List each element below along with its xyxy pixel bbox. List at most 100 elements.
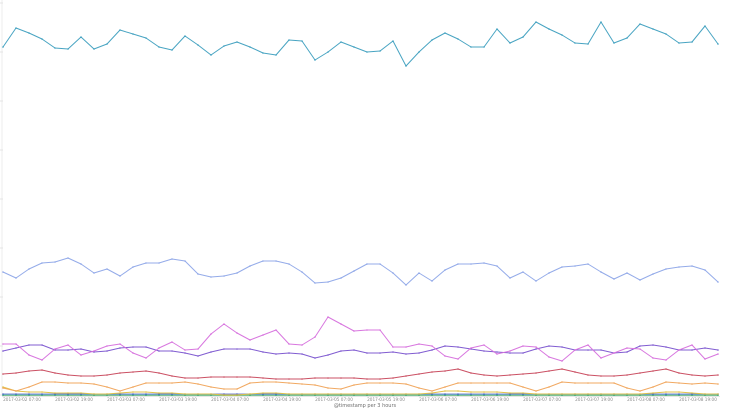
data-point[interactable] [67,344,69,346]
data-point[interactable] [184,35,186,37]
data-point[interactable] [210,351,212,353]
data-point[interactable] [509,374,511,376]
data-point[interactable] [418,387,420,389]
data-point[interactable] [158,350,160,352]
data-point[interactable] [132,371,134,373]
data-point[interactable] [145,370,147,372]
data-point[interactable] [145,262,147,264]
data-point[interactable] [470,391,472,393]
data-point[interactable] [522,345,524,347]
data-point[interactable] [340,323,342,325]
data-point[interactable] [561,34,563,36]
data-point[interactable] [223,348,225,350]
data-point[interactable] [652,28,654,30]
data-point[interactable] [119,343,121,345]
data-point[interactable] [41,393,43,395]
data-point[interactable] [626,37,628,39]
data-point[interactable] [600,375,602,377]
data-point[interactable] [639,372,641,374]
data-point[interactable] [548,356,550,358]
data-point[interactable] [574,382,576,384]
data-point[interactable] [379,329,381,331]
data-point[interactable] [405,393,407,395]
data-point[interactable] [704,25,706,27]
data-point[interactable] [431,345,433,347]
data-point[interactable] [2,271,4,273]
data-point[interactable] [431,39,433,41]
data-point[interactable] [41,369,43,371]
data-point[interactable] [600,357,602,359]
data-point[interactable] [262,334,264,336]
data-point[interactable] [67,382,69,384]
data-point[interactable] [171,258,173,260]
data-point[interactable] [613,42,615,44]
data-point[interactable] [28,268,30,270]
data-point[interactable] [379,352,381,354]
data-point[interactable] [340,393,342,395]
data-point[interactable] [678,266,680,268]
data-point[interactable] [678,42,680,44]
data-point[interactable] [132,393,134,395]
data-point[interactable] [184,352,186,354]
data-point[interactable] [574,371,576,373]
data-point[interactable] [483,382,485,384]
data-point[interactable] [678,372,680,374]
data-point[interactable] [236,348,238,350]
data-point[interactable] [275,378,277,380]
data-point[interactable] [509,350,511,352]
data-point[interactable] [301,378,303,380]
data-point[interactable] [600,349,602,351]
data-point[interactable] [457,393,459,395]
data-point[interactable] [717,349,719,351]
data-point[interactable] [353,270,355,272]
data-point[interactable] [379,382,381,384]
data-point[interactable] [548,345,550,347]
data-point[interactable] [405,284,407,286]
data-point[interactable] [2,343,4,345]
data-point[interactable] [717,281,719,283]
data-point[interactable] [197,393,199,395]
data-point[interactable] [522,36,524,38]
data-point[interactable] [665,268,667,270]
data-point[interactable] [171,350,173,352]
data-point[interactable] [327,393,329,395]
data-point[interactable] [418,393,420,395]
data-point[interactable] [717,374,719,376]
data-point[interactable] [171,382,173,384]
data-point[interactable] [652,386,654,388]
data-point[interactable] [483,262,485,264]
data-point[interactable] [522,271,524,273]
data-point[interactable] [223,376,225,378]
data-point[interactable] [561,360,563,362]
data-point[interactable] [639,23,641,25]
data-point[interactable] [665,391,667,393]
data-point[interactable] [665,393,667,395]
data-point[interactable] [600,21,602,23]
data-point[interactable] [236,376,238,378]
data-point[interactable] [80,392,82,394]
data-point[interactable] [41,359,43,361]
data-point[interactable] [379,378,381,380]
data-point[interactable] [15,372,17,374]
data-point[interactable] [106,374,108,376]
data-point[interactable] [652,357,654,359]
data-point[interactable] [158,392,160,394]
data-point[interactable] [275,54,277,56]
data-point[interactable] [366,51,368,53]
data-point[interactable] [418,352,420,354]
data-point[interactable] [119,392,121,394]
data-point[interactable] [106,268,108,270]
data-point[interactable] [418,272,420,274]
data-point[interactable] [93,393,95,395]
data-point[interactable] [483,393,485,395]
data-point[interactable] [496,353,498,355]
data-point[interactable] [327,354,329,356]
data-point[interactable] [327,51,329,53]
data-point[interactable] [353,377,355,379]
data-point[interactable] [236,41,238,43]
data-point[interactable] [431,349,433,351]
data-point[interactable] [288,39,290,41]
data-point[interactable] [535,346,537,348]
data-point[interactable] [15,347,17,349]
data-point[interactable] [548,370,550,372]
